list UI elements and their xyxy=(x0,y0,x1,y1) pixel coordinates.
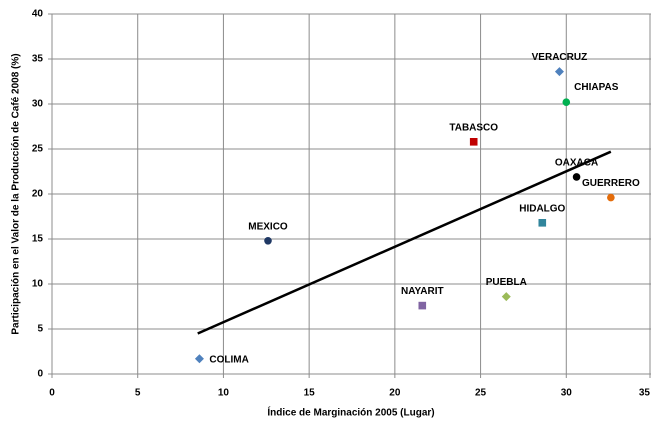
point-label: TABASCO xyxy=(449,122,498,133)
x-tick-label: 20 xyxy=(389,388,401,399)
point xyxy=(264,237,272,245)
y-tick-label: 35 xyxy=(32,54,44,65)
x-tick-label: 25 xyxy=(475,388,487,399)
y-tick-label: 0 xyxy=(37,369,43,380)
point-label: VERACRUZ xyxy=(532,52,588,63)
x-tick-label: 5 xyxy=(135,388,141,399)
point xyxy=(538,219,547,227)
y-tick-label: 5 xyxy=(37,324,43,335)
point xyxy=(194,354,204,364)
y-tick-label: 20 xyxy=(32,189,44,200)
x-tick-label: 35 xyxy=(639,388,651,399)
trendline xyxy=(197,150,612,335)
point-label: HIDALGO xyxy=(519,203,565,214)
point-label: COLIMA xyxy=(209,354,248,365)
y-tick-label: 10 xyxy=(32,279,44,290)
point xyxy=(554,67,564,77)
y-tick-label: 15 xyxy=(32,234,44,245)
x-tick-label: 0 xyxy=(49,388,55,399)
point xyxy=(607,193,615,202)
point-label: MEXICO xyxy=(248,221,288,232)
point-label: CHIAPAS xyxy=(574,82,619,93)
point-label: NAYARIT xyxy=(401,286,444,297)
x-axis-title: Índice de Marginación 2005 (Lugar) xyxy=(267,406,434,419)
point-label: OAXACA xyxy=(555,158,598,169)
y-tick-label: 40 xyxy=(32,9,44,20)
point xyxy=(501,292,511,302)
y-tick-label: 30 xyxy=(32,99,44,110)
point xyxy=(562,98,571,106)
point xyxy=(469,138,478,146)
point xyxy=(418,301,427,310)
x-tick-label: 30 xyxy=(561,388,573,399)
y-axis-title: Participación en el Valor de la Producci… xyxy=(11,53,22,334)
x-tick-label: 15 xyxy=(304,388,316,399)
point-label: GUERRERO xyxy=(582,178,640,189)
point-label: PUEBLA xyxy=(486,277,527,288)
x-tick-label: 10 xyxy=(218,388,230,399)
point xyxy=(572,173,581,181)
y-tick-label: 25 xyxy=(32,144,44,155)
